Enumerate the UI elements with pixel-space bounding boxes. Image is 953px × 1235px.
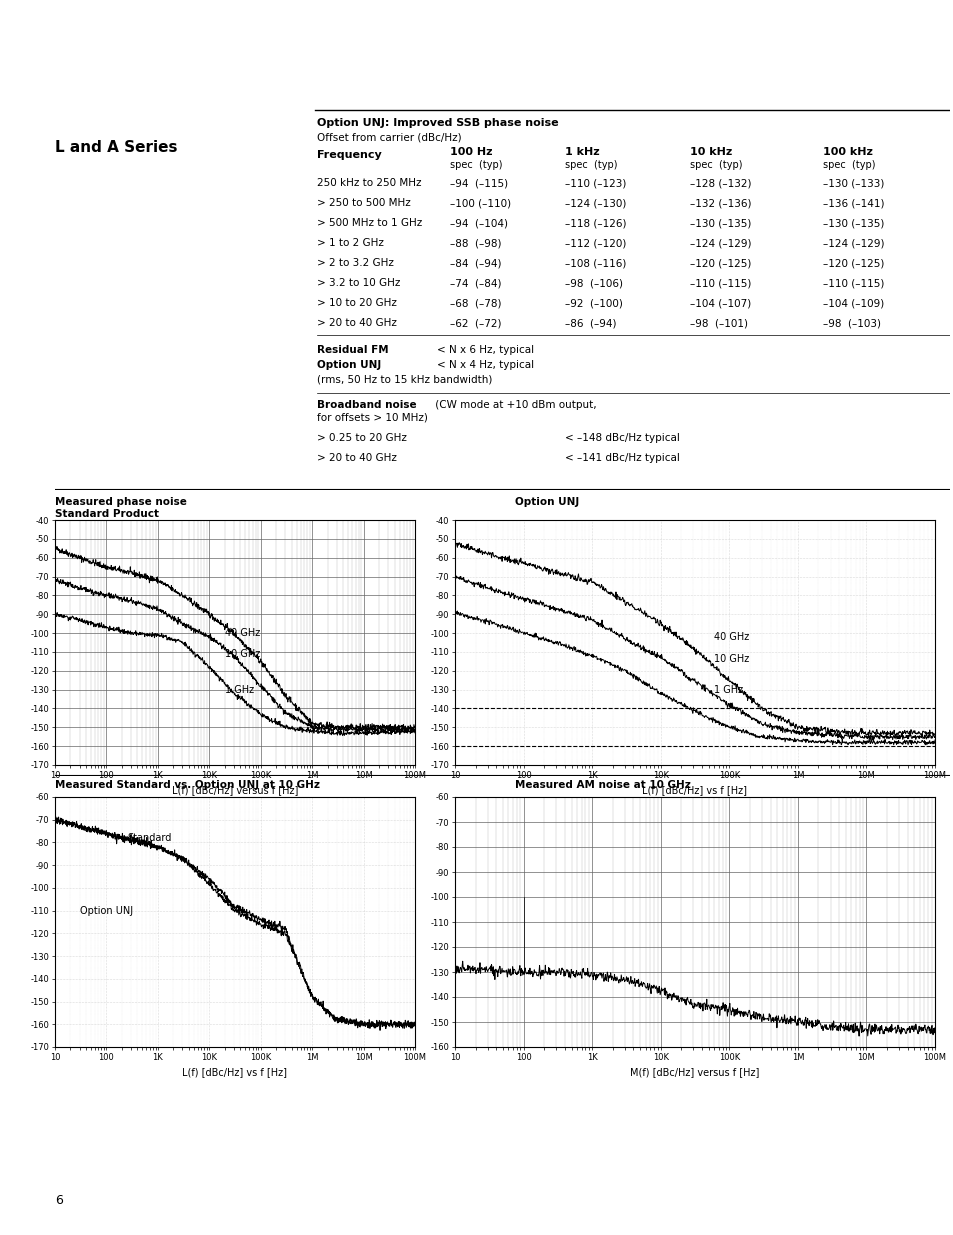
Text: Residual FM: Residual FM	[316, 345, 388, 354]
Text: 1 GHz: 1 GHz	[714, 684, 742, 694]
Text: Option UNJ: Improved SSB phase noise: Option UNJ: Improved SSB phase noise	[316, 119, 558, 128]
Text: –74  (–84): –74 (–84)	[450, 278, 501, 288]
Text: –128 (–132): –128 (–132)	[689, 178, 751, 188]
Text: –104 (–107): –104 (–107)	[689, 298, 750, 308]
Text: 1 kHz: 1 kHz	[564, 147, 599, 157]
X-axis label: M(f) [dBc/Hz] versus f [Hz]: M(f) [dBc/Hz] versus f [Hz]	[630, 1067, 759, 1077]
Text: Measured Standard vs. Option UNJ at 10 GHz: Measured Standard vs. Option UNJ at 10 G…	[55, 781, 319, 790]
Text: (rms, 50 Hz to 15 kHz bandwidth): (rms, 50 Hz to 15 kHz bandwidth)	[316, 375, 492, 385]
Text: < N x 4 Hz, typical: < N x 4 Hz, typical	[436, 359, 534, 370]
Text: > 1 to 2 GHz: > 1 to 2 GHz	[316, 238, 383, 248]
Text: –108 (–116): –108 (–116)	[564, 258, 626, 268]
Text: Measured AM noise at 10 GHz: Measured AM noise at 10 GHz	[515, 781, 690, 790]
Text: 40 GHz: 40 GHz	[225, 629, 260, 638]
Text: –68  (–78): –68 (–78)	[450, 298, 501, 308]
Text: –130 (–133): –130 (–133)	[822, 178, 883, 188]
Text: –86  (–94): –86 (–94)	[564, 317, 616, 329]
X-axis label: L(f) [dBc/Hz] vs f [Hz]: L(f) [dBc/Hz] vs f [Hz]	[182, 1067, 287, 1077]
Text: –98  (–106): –98 (–106)	[564, 278, 622, 288]
Text: –118 (–126): –118 (–126)	[564, 219, 626, 228]
Text: > 20 to 40 GHz: > 20 to 40 GHz	[316, 453, 396, 463]
Text: > 3.2 to 10 GHz: > 3.2 to 10 GHz	[316, 278, 400, 288]
Text: –124 (–130): –124 (–130)	[564, 198, 626, 207]
Text: –112 (–120): –112 (–120)	[564, 238, 626, 248]
Text: Option UNJ: Option UNJ	[79, 905, 132, 915]
Text: > 0.25 to 20 GHz: > 0.25 to 20 GHz	[316, 433, 406, 443]
Text: Standard Product: Standard Product	[55, 509, 159, 519]
Text: –104 (–109): –104 (–109)	[822, 298, 883, 308]
Text: 10 GHz: 10 GHz	[225, 648, 260, 658]
Text: 10 kHz: 10 kHz	[689, 147, 732, 157]
Text: –94  (–104): –94 (–104)	[450, 219, 507, 228]
Text: 250 kHz to 250 MHz: 250 kHz to 250 MHz	[316, 178, 421, 188]
Text: –92  (–100): –92 (–100)	[564, 298, 622, 308]
Text: –130 (–135): –130 (–135)	[689, 219, 751, 228]
Text: –100 (–110): –100 (–110)	[450, 198, 511, 207]
Text: Frequency: Frequency	[316, 149, 381, 161]
Text: spec  (typ): spec (typ)	[450, 161, 502, 170]
Text: 40 GHz: 40 GHz	[714, 632, 748, 642]
Text: > 20 to 40 GHz: > 20 to 40 GHz	[316, 317, 396, 329]
Text: –124 (–129): –124 (–129)	[822, 238, 883, 248]
Text: –110 (–123): –110 (–123)	[564, 178, 626, 188]
Text: Option UNJ: Option UNJ	[316, 359, 381, 370]
X-axis label: L(f) [dBc/Hz] versus f [Hz]: L(f) [dBc/Hz] versus f [Hz]	[172, 785, 298, 795]
Text: > 500 MHz to 1 GHz: > 500 MHz to 1 GHz	[316, 219, 422, 228]
Text: –98  (–103): –98 (–103)	[822, 317, 880, 329]
Text: –120 (–125): –120 (–125)	[689, 258, 751, 268]
Text: < N x 6 Hz, typical: < N x 6 Hz, typical	[436, 345, 534, 354]
Text: –130 (–135): –130 (–135)	[822, 219, 883, 228]
Text: Standard: Standard	[127, 832, 172, 844]
Text: Option UNJ: Option UNJ	[515, 496, 578, 508]
Text: Offset from carrier (dBc/Hz): Offset from carrier (dBc/Hz)	[316, 132, 461, 142]
Text: –136 (–141): –136 (–141)	[822, 198, 883, 207]
Text: –124 (–129): –124 (–129)	[689, 238, 751, 248]
Text: L and A Series: L and A Series	[55, 140, 177, 154]
Text: –62  (–72): –62 (–72)	[450, 317, 501, 329]
Text: –132 (–136): –132 (–136)	[689, 198, 751, 207]
Text: spec  (typ): spec (typ)	[564, 161, 617, 170]
Text: –94  (–115): –94 (–115)	[450, 178, 508, 188]
Text: –110 (–115): –110 (–115)	[689, 278, 751, 288]
Text: 100 kHz: 100 kHz	[822, 147, 872, 157]
X-axis label: L(f) [dBc/Hz] vs f [Hz]: L(f) [dBc/Hz] vs f [Hz]	[641, 785, 747, 795]
Text: –88  (–98): –88 (–98)	[450, 238, 501, 248]
Text: Broadband noise: Broadband noise	[316, 400, 416, 410]
Text: Measured phase noise: Measured phase noise	[55, 496, 187, 508]
Text: 1 GHz: 1 GHz	[225, 684, 253, 694]
Text: spec  (typ): spec (typ)	[689, 161, 741, 170]
Text: –110 (–115): –110 (–115)	[822, 278, 883, 288]
Text: 100 Hz: 100 Hz	[450, 147, 492, 157]
Text: –84  (–94): –84 (–94)	[450, 258, 501, 268]
Text: (CW mode at +10 dBm output,: (CW mode at +10 dBm output,	[432, 400, 596, 410]
Text: 10 GHz: 10 GHz	[714, 655, 748, 664]
Text: > 10 to 20 GHz: > 10 to 20 GHz	[316, 298, 396, 308]
Text: > 2 to 3.2 GHz: > 2 to 3.2 GHz	[316, 258, 394, 268]
Text: > 250 to 500 MHz: > 250 to 500 MHz	[316, 198, 411, 207]
Text: –98  (–101): –98 (–101)	[689, 317, 747, 329]
Text: < –141 dBc/Hz typical: < –141 dBc/Hz typical	[564, 453, 679, 463]
Text: for offsets > 10 MHz): for offsets > 10 MHz)	[316, 412, 428, 424]
Text: –120 (–125): –120 (–125)	[822, 258, 883, 268]
Text: 6: 6	[55, 1193, 63, 1207]
Text: < –148 dBc/Hz typical: < –148 dBc/Hz typical	[564, 433, 679, 443]
Text: spec  (typ): spec (typ)	[822, 161, 875, 170]
